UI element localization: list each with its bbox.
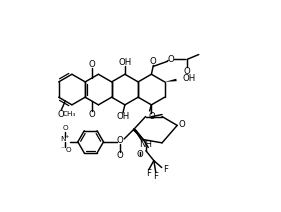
Polygon shape	[133, 129, 143, 139]
Text: O: O	[89, 110, 95, 119]
Text: O: O	[150, 57, 157, 66]
Text: O: O	[117, 151, 124, 160]
Text: ⁻: ⁻	[60, 147, 64, 153]
Text: O: O	[168, 55, 175, 64]
Text: O: O	[137, 150, 143, 159]
Text: N⁺: N⁺	[60, 136, 70, 142]
Polygon shape	[165, 79, 177, 82]
Text: OH: OH	[116, 112, 130, 121]
Text: O: O	[117, 136, 124, 145]
Text: OH: OH	[118, 58, 132, 67]
Text: F: F	[146, 169, 151, 178]
Text: CH₃: CH₃	[63, 111, 76, 117]
Text: O: O	[62, 125, 68, 131]
Text: O: O	[58, 110, 65, 119]
Text: O: O	[148, 112, 155, 121]
Text: O: O	[65, 147, 71, 153]
Text: F: F	[163, 165, 168, 174]
Text: O: O	[89, 60, 95, 69]
Text: O: O	[179, 120, 185, 129]
Text: NH: NH	[139, 140, 152, 149]
Text: OH: OH	[182, 74, 196, 84]
Text: F: F	[153, 172, 158, 181]
Text: O: O	[183, 67, 190, 76]
